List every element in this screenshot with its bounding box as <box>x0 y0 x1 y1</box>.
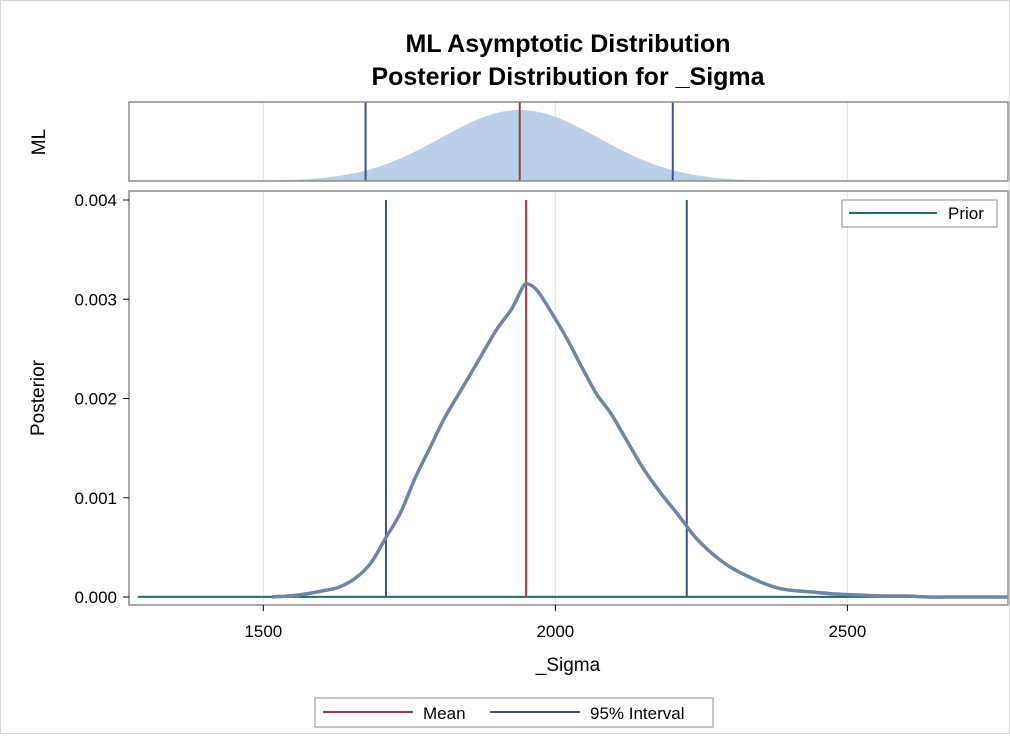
x-tick-label: 2500 <box>828 622 866 641</box>
ml-panel: ML <box>29 101 1009 182</box>
ml-density-area <box>129 110 1008 181</box>
bottom-legend: Mean 95% Interval <box>314 697 714 728</box>
y-tick-label: 0.001 <box>74 489 117 508</box>
y-tick-label: 0.000 <box>74 588 117 607</box>
y-tick-label: 0.003 <box>74 290 117 309</box>
ml-panel-frame <box>128 101 1009 182</box>
posterior-panel: 0.000 0.001 0.002 0.003 0.004 1500 2000 2500 P… <box>28 190 1009 676</box>
y-tick-label: 0.002 <box>74 390 117 409</box>
y-axis-ticks: 0.000 0.001 0.002 0.003 0.004 <box>74 191 129 607</box>
x-tick-label: 2000 <box>536 622 574 641</box>
chart-title-line1: ML Asymptotic Distribution <box>406 30 731 58</box>
posterior-grid <box>262 191 848 605</box>
posterior-reference-lines <box>384 200 688 597</box>
legend-label-mean: Mean <box>423 704 466 723</box>
inner-legend: Prior <box>841 199 998 228</box>
chart-title-line2: Posterior Distribution for _Sigma <box>371 63 765 91</box>
y-axis-label: Posterior <box>28 359 49 436</box>
legend-label-interval: 95% Interval <box>590 704 685 723</box>
ml-reference-lines <box>364 102 674 181</box>
y-tick-label: 0.004 <box>74 191 117 210</box>
x-axis-ticks: 1500 2000 2500 <box>244 605 866 641</box>
x-axis-label: _Sigma <box>535 655 601 676</box>
ml-axis-label: ML <box>29 129 50 155</box>
posterior-density-line <box>271 281 1008 599</box>
legend-label-prior: Prior <box>948 204 984 223</box>
x-tick-label: 1500 <box>244 622 282 641</box>
